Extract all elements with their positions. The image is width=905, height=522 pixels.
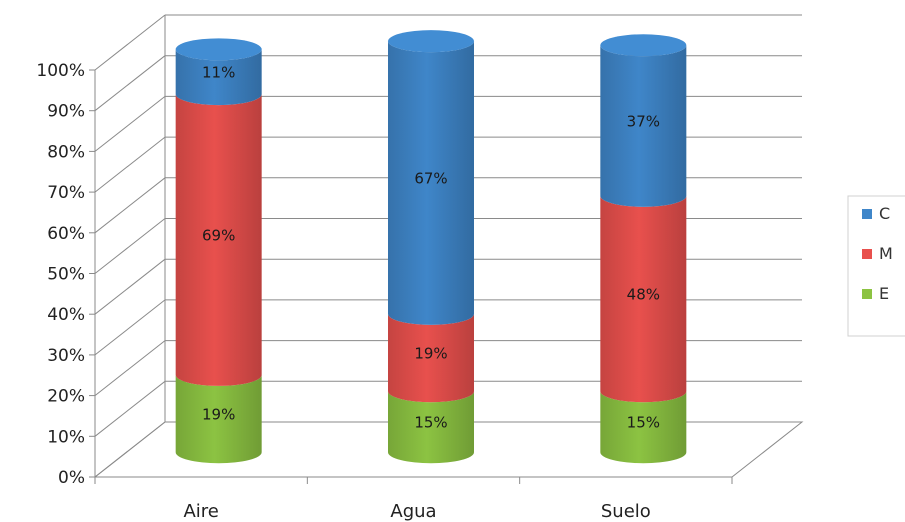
legend-item-E: E [862, 284, 889, 303]
legend-label: M [879, 244, 893, 263]
y-tick-label: 50% [47, 265, 85, 285]
legend-box [847, 195, 905, 337]
x-category-label: Aire [183, 501, 218, 522]
cylinder-top [388, 30, 474, 53]
y-tick-label: 80% [47, 142, 85, 162]
y-tick-label: 90% [47, 102, 85, 122]
bar-segment-E [600, 391, 687, 464]
cylinder-suelo: 15% 48% 37% [600, 34, 687, 464]
legend-swatch [862, 249, 872, 259]
legend-swatch [862, 209, 872, 219]
gridline [94, 136, 802, 193]
legend-label: E [879, 284, 889, 303]
gridline [94, 340, 802, 396]
y-tick-label: 40% [47, 305, 85, 325]
gridline [94, 177, 802, 234]
bar-segment-M [175, 94, 262, 386]
gridline [94, 218, 802, 274]
y-axis-tick-labels: 0% 10% 20% 30% 40% 50% 60% 70% 80% 90% 100% [36, 61, 95, 488]
y-tick-label: 10% [47, 427, 85, 447]
data-label-C: 11% [202, 64, 235, 82]
cylinder-top [600, 34, 687, 57]
data-label-E: 15% [414, 414, 447, 432]
data-label-C: 67% [414, 170, 447, 188]
bar-segment-M [388, 313, 474, 403]
legend-item-C: C [862, 204, 890, 223]
y-tick-label: 60% [47, 224, 85, 244]
bar-segment-E [175, 374, 262, 464]
cylinder-top [175, 38, 262, 61]
legend-swatch [862, 289, 872, 299]
y-tick-label: 0% [58, 468, 85, 488]
data-label-C: 37% [627, 113, 660, 131]
bars: 19% 69% 11% 15% 19% 67% 15% 48% 37% [175, 30, 687, 464]
data-label-E: 15% [627, 414, 660, 432]
bar-segment-C [175, 49, 262, 106]
legend-item-M: M [862, 244, 893, 263]
data-label-E: 19% [202, 406, 235, 424]
legend-label: C [879, 204, 890, 223]
gridline [94, 299, 802, 356]
bar-segment-C [388, 41, 474, 325]
data-label-M: 48% [627, 286, 660, 304]
data-label-M: 19% [414, 345, 447, 363]
y-tick-label: 30% [47, 346, 85, 366]
gridline [94, 258, 802, 315]
cylinder-aire: 19% 69% 11% [175, 38, 262, 464]
y-tick-label: 100% [36, 61, 85, 81]
bar-segment-C [600, 45, 687, 207]
x-axis-category-labels: Aire Agua Suelo [94, 477, 733, 522]
bar-segment-M [600, 195, 687, 403]
data-label-M: 69% [202, 227, 235, 245]
gridline [94, 14, 802, 71]
x-category-label: Agua [390, 501, 436, 522]
x-category-label: Suelo [601, 501, 651, 522]
cylinder-agua: 15% 19% 67% [388, 30, 474, 464]
y-tick-label: 20% [47, 387, 85, 407]
y-tick-label: 70% [47, 183, 85, 203]
gridline [94, 380, 802, 437]
gridlines [94, 14, 802, 478]
gridline [94, 95, 802, 152]
legend: C M E [847, 195, 905, 337]
bar-segment-E [388, 391, 474, 464]
gridline [94, 421, 166, 478]
gridline [94, 55, 802, 112]
